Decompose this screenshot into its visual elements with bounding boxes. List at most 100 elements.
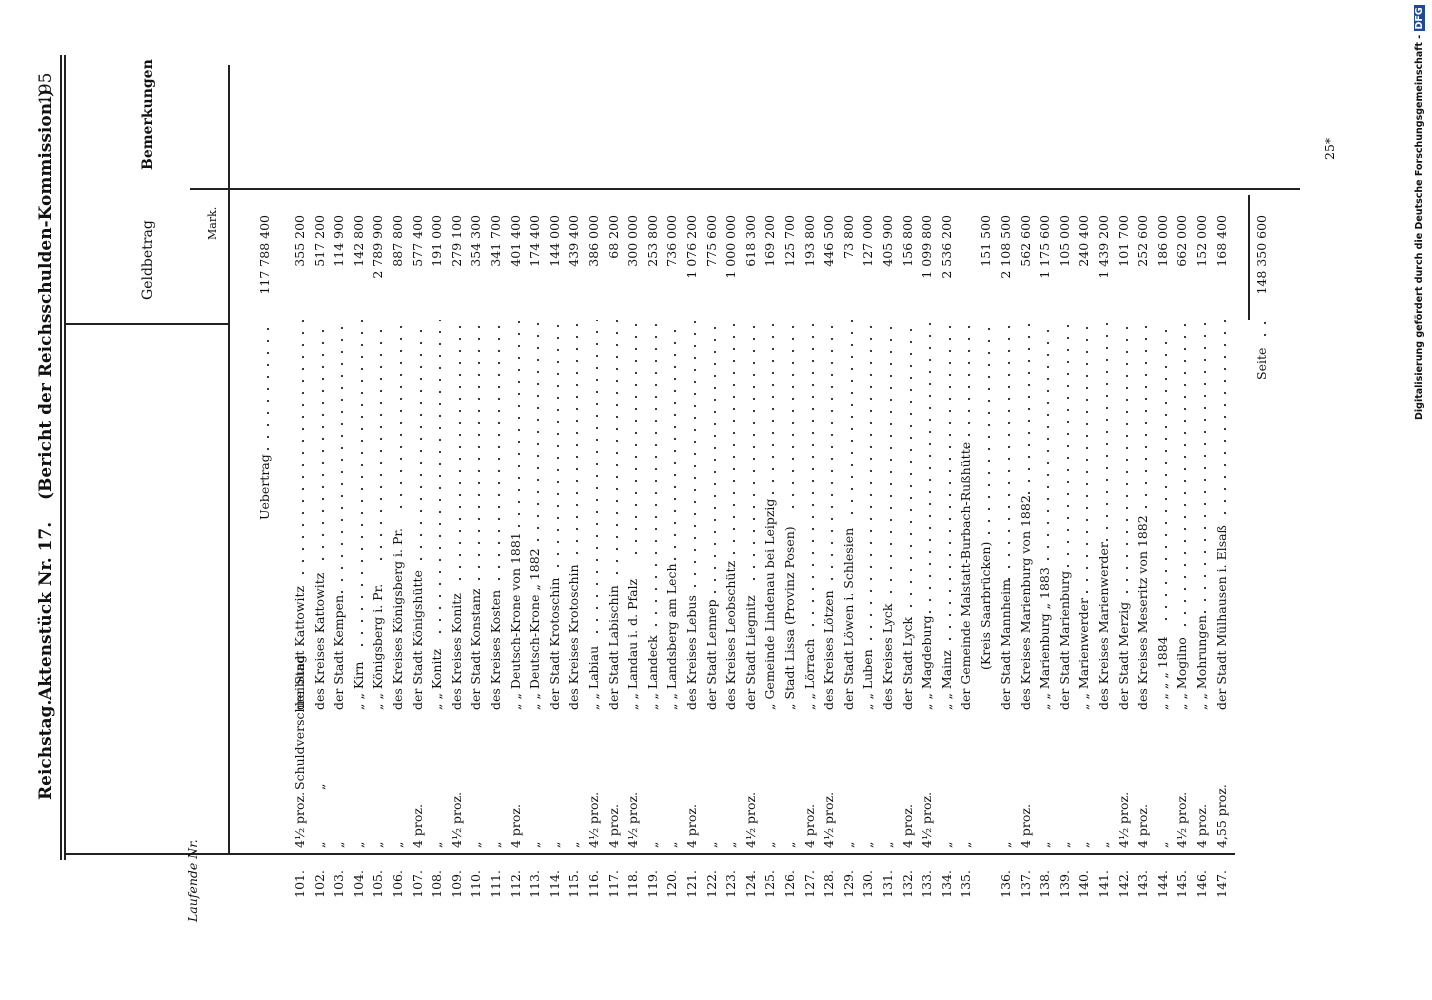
row-number: 107. <box>409 870 425 898</box>
rate: „ <box>331 841 347 848</box>
description: des Kreises Meseritz von 1882 <box>1135 515 1151 710</box>
row-number: 125. <box>762 870 778 898</box>
rate: „ <box>1154 841 1170 848</box>
rate: „ <box>546 841 562 848</box>
amount: 174 400 <box>527 215 543 267</box>
dot-leader <box>1223 320 1226 520</box>
row-number: 143. <box>1135 870 1151 898</box>
dot-leader <box>674 320 677 566</box>
row-number: 122. <box>703 870 719 898</box>
rate: 4 proz. <box>409 804 425 848</box>
dot-leader <box>267 320 269 455</box>
row-number: 104. <box>350 870 366 898</box>
amount: 144 000 <box>546 215 562 267</box>
description: „ „ Deutsch-Krone von 1881 <box>507 532 523 710</box>
dot-leader <box>772 320 775 500</box>
rate: 4½ proz. <box>1174 791 1190 848</box>
amount: 191 000 <box>429 215 445 267</box>
description: des Kreises Königsberg i. Pr. <box>390 528 405 710</box>
amount: 127 000 <box>860 215 876 267</box>
rate: 4½ proz. <box>821 791 837 848</box>
header-right: (Bericht der Reichsschulden-Kommission.) <box>36 88 56 500</box>
row-number: 114. <box>546 870 562 898</box>
row-number: 102. <box>311 870 327 898</box>
amount: 2 536 200 <box>938 215 954 279</box>
signature: 25* <box>1322 137 1337 160</box>
rate: 4 proz. <box>1194 804 1209 848</box>
rate: „ <box>958 841 974 848</box>
amount: 401 400 <box>507 215 523 267</box>
rate: „ <box>938 841 954 848</box>
kind: „ <box>311 783 327 790</box>
rule <box>64 55 66 860</box>
amount: 156 800 <box>899 215 915 267</box>
amount: 148 350 600 <box>1254 215 1269 295</box>
description: Uebertrag <box>257 454 272 520</box>
rate: „ <box>390 841 405 848</box>
description: der Gemeinde Malstatt-Burbach-Rußhütte <box>958 441 974 710</box>
rate: 4½ proz. <box>448 791 464 848</box>
rate: 4 proz. <box>507 804 523 848</box>
amount: 193 800 <box>801 215 817 267</box>
amount: 562 600 <box>1017 215 1033 267</box>
rate: 4,55 proz. <box>1213 784 1229 848</box>
dot-leader <box>1066 320 1069 572</box>
amount: 68 200 <box>605 215 621 259</box>
dot-leader <box>1008 320 1010 586</box>
row-number: 109. <box>448 870 464 898</box>
rate: „ <box>1096 841 1111 848</box>
description: der Stadt Mülhausen i. Elsaß <box>1213 525 1229 710</box>
amount: 114 900 <box>331 215 347 267</box>
row-number: 124. <box>742 870 758 898</box>
amount: 1 099 800 <box>919 215 935 279</box>
description: des Kreises Lötzen <box>821 590 837 710</box>
rate: „ <box>840 841 856 848</box>
rate: 4½ proz. <box>625 791 641 848</box>
row-number: 116. <box>586 870 601 898</box>
description: des Kreises Kattowitz <box>311 572 327 710</box>
description: „ „ Mohrungen <box>1194 615 1209 710</box>
dot-leader <box>556 320 559 572</box>
amount: 446 500 <box>821 215 837 267</box>
dot-leader <box>654 320 657 632</box>
description: der Stadt Mannheim <box>998 578 1013 710</box>
rate: 4 proz. <box>684 804 699 848</box>
dot-leader <box>733 320 736 559</box>
column-header: Bemerkungen <box>140 59 156 170</box>
row-number: 113. <box>527 870 543 898</box>
dot-leader <box>615 320 618 579</box>
description: „ „ Luben <box>860 649 876 710</box>
amount: 577 400 <box>409 215 425 267</box>
row-number: 128. <box>821 870 837 898</box>
description: der Stadt Krotoschin <box>546 577 562 710</box>
row-number: 132. <box>899 870 915 898</box>
description: „ „ Mainz <box>938 650 954 710</box>
dot-leader <box>596 320 598 638</box>
amount: 252 600 <box>1135 215 1151 267</box>
amount: 142 800 <box>350 215 366 267</box>
rate: „ <box>311 841 327 848</box>
dot-leader <box>419 320 422 566</box>
dot-leader <box>439 320 442 638</box>
row-number: 108. <box>429 870 445 898</box>
dot-leader <box>811 320 814 632</box>
row-number: 118. <box>625 870 641 898</box>
description: der Stadt Lennep <box>703 599 719 710</box>
row-number: 138. <box>1037 870 1053 898</box>
dot-leader <box>948 320 951 645</box>
amount: 341 700 <box>488 215 503 267</box>
dot-leader <box>400 320 402 513</box>
dot-leader <box>498 320 500 586</box>
description: der Stadt Marienburg <box>1056 570 1072 710</box>
row-number: 119. <box>644 870 660 898</box>
row-number: 123. <box>723 870 739 898</box>
dot-leader <box>988 320 991 539</box>
row-number: 127. <box>801 870 817 898</box>
rate: 4½ proz. <box>586 791 601 848</box>
description: „ „ Marienwerder <box>1076 597 1092 710</box>
amount: 300 000 <box>625 215 641 267</box>
rate: „ <box>998 841 1013 848</box>
dot-leader <box>1125 320 1128 599</box>
description: Seite <box>1254 347 1269 380</box>
description: der Stadt Löwen i. Schlesien <box>840 527 856 710</box>
